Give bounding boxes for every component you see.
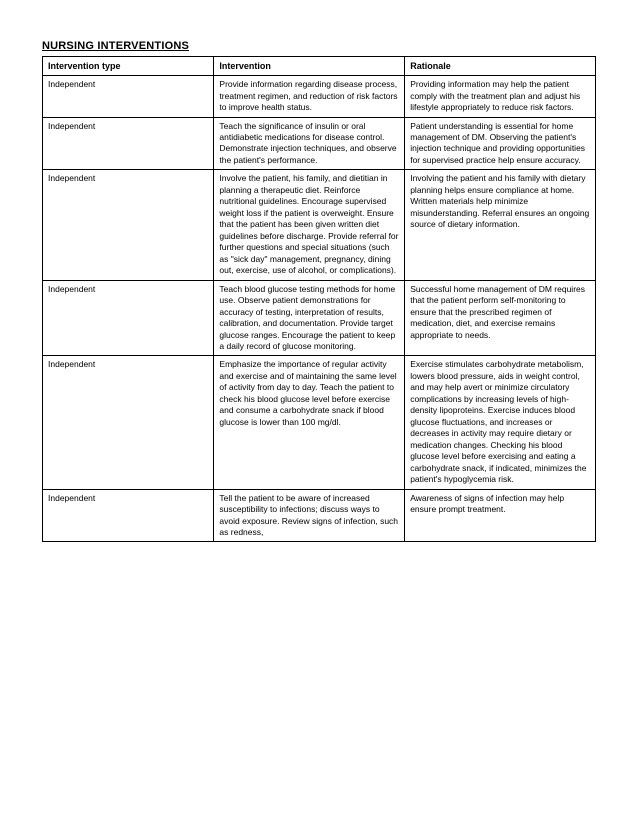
table-header-row: Intervention type Intervention Rationale (43, 57, 596, 76)
cell-rationale: Successful home management of DM require… (405, 280, 596, 356)
cell-type: Independent (43, 117, 214, 170)
cell-intervention: Involve the patient, his family, and die… (214, 170, 405, 280)
cell-intervention: Teach the significance of insulin or ora… (214, 117, 405, 170)
cell-type: Independent (43, 489, 214, 542)
cell-intervention: Tell the patient to be aware of increase… (214, 489, 405, 542)
page-title: NURSING INTERVENTIONS (42, 40, 596, 52)
cell-rationale: Involving the patient and his family wit… (405, 170, 596, 280)
document-page: NURSING INTERVENTIONS Intervention type … (0, 0, 638, 826)
cell-type: Independent (43, 280, 214, 356)
col-header-intervention: Intervention (214, 57, 405, 76)
cell-rationale: Awareness of signs of infection may help… (405, 489, 596, 542)
table-row: Independent Tell the patient to be aware… (43, 489, 596, 542)
table-row: Independent Provide information regardin… (43, 76, 596, 117)
cell-rationale: Patient understanding is essential for h… (405, 117, 596, 170)
table-row: Independent Teach the significance of in… (43, 117, 596, 170)
cell-type: Independent (43, 170, 214, 280)
table-row: Independent Teach blood glucose testing … (43, 280, 596, 356)
interventions-table: Intervention type Intervention Rationale… (42, 56, 596, 542)
col-header-type: Intervention type (43, 57, 214, 76)
cell-rationale: Providing information may help the patie… (405, 76, 596, 117)
col-header-rationale: Rationale (405, 57, 596, 76)
cell-type: Independent (43, 356, 214, 489)
cell-rationale: Exercise stimulates carbohydrate metabol… (405, 356, 596, 489)
cell-intervention: Provide information regarding disease pr… (214, 76, 405, 117)
cell-intervention: Emphasize the importance of regular acti… (214, 356, 405, 489)
cell-type: Independent (43, 76, 214, 117)
table-body: Independent Provide information regardin… (43, 76, 596, 542)
table-row: Independent Involve the patient, his fam… (43, 170, 596, 280)
cell-intervention: Teach blood glucose testing methods for … (214, 280, 405, 356)
table-row: Independent Emphasize the importance of … (43, 356, 596, 489)
